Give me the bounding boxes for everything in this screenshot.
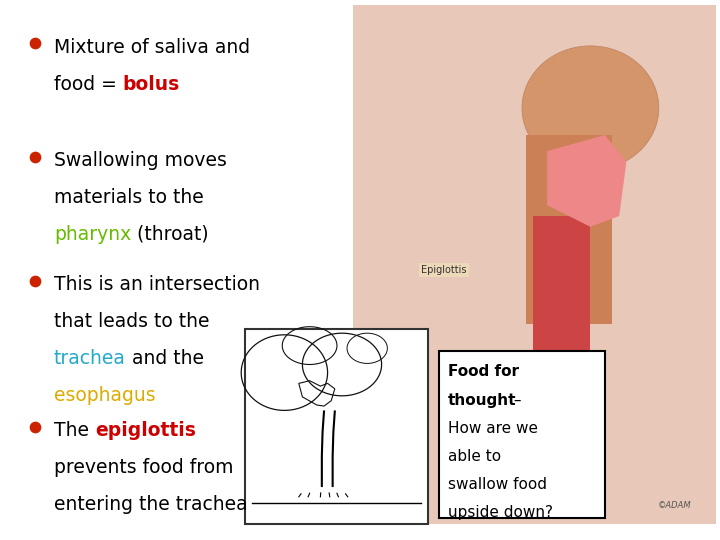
FancyBboxPatch shape [439,351,605,518]
Text: food =: food = [54,75,123,93]
Point [29,276,40,285]
FancyBboxPatch shape [529,424,586,436]
Text: epiglottis: epiglottis [95,421,196,440]
FancyBboxPatch shape [529,442,586,454]
Text: pharynx: pharynx [54,225,131,244]
Text: bolus: bolus [123,75,180,93]
Text: The: The [54,421,95,440]
Text: ©ADAM: ©ADAM [657,501,691,510]
FancyBboxPatch shape [533,216,590,378]
Text: materials to the: materials to the [54,188,204,207]
Point [29,422,40,431]
Point [29,39,40,48]
Polygon shape [522,46,659,170]
Text: (throat): (throat) [131,225,209,244]
FancyBboxPatch shape [245,329,428,524]
FancyBboxPatch shape [529,407,586,419]
Text: This is an intersection: This is an intersection [54,275,260,294]
Text: –: – [509,393,521,408]
Text: that leads to the: that leads to the [54,312,210,331]
FancyBboxPatch shape [529,390,586,402]
Text: Swallowing moves: Swallowing moves [54,151,227,170]
Text: and the: and the [126,349,204,368]
FancyBboxPatch shape [529,373,586,384]
Text: entering the trachea: entering the trachea [54,495,248,514]
FancyBboxPatch shape [529,459,586,471]
Text: Food for: Food for [448,364,519,380]
Point [29,152,40,161]
Text: able to: able to [448,449,501,464]
Text: Mixture of saliva and: Mixture of saliva and [54,38,250,57]
Text: How are we: How are we [448,421,538,436]
Text: esophagus: esophagus [54,386,156,404]
Text: swallow food: swallow food [448,477,547,492]
Text: Epiglottis: Epiglottis [421,265,467,275]
Polygon shape [547,135,626,227]
Text: thought: thought [448,393,516,408]
Text: upside down?: upside down? [448,505,553,520]
Text: trachea: trachea [54,349,126,368]
FancyBboxPatch shape [353,5,716,524]
Text: prevents food from: prevents food from [54,458,233,477]
FancyBboxPatch shape [526,135,612,324]
